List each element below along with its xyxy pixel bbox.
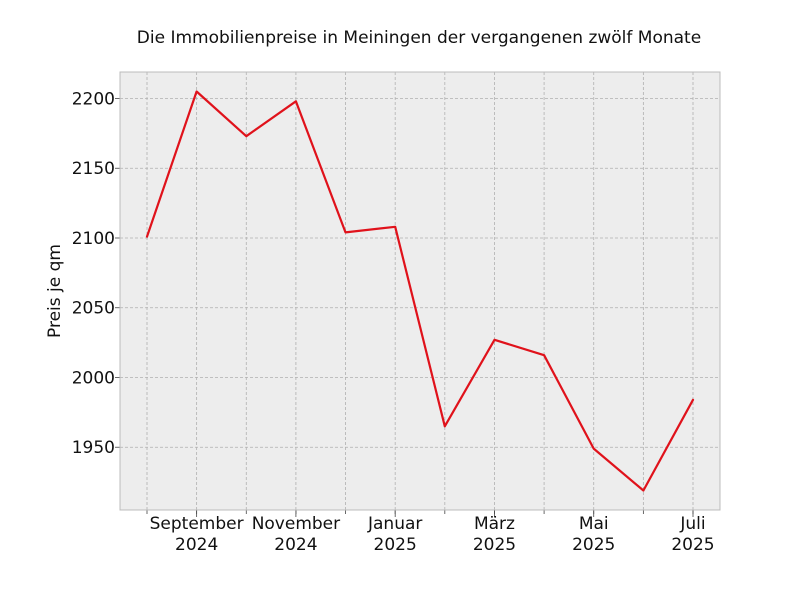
plot-area bbox=[120, 72, 720, 510]
y-tick-label: 2000 bbox=[72, 368, 115, 388]
x-tick-label: Juli bbox=[679, 514, 705, 534]
plot-frame bbox=[119, 71, 721, 511]
x-tick-label: 2024 bbox=[274, 535, 317, 555]
x-tick-label: 2025 bbox=[671, 535, 714, 555]
grid bbox=[120, 72, 720, 510]
x-tick-label: 2025 bbox=[572, 535, 615, 555]
price-series-line bbox=[145, 90, 695, 492]
y-tick-label: 2150 bbox=[72, 159, 115, 179]
y-tick-label: 2050 bbox=[72, 299, 115, 319]
x-tick-label: September bbox=[150, 514, 244, 534]
x-tick-label: März bbox=[474, 514, 515, 534]
x-tick-label: November bbox=[252, 514, 340, 534]
series bbox=[145, 90, 695, 492]
x-tick-label: Mai bbox=[579, 514, 609, 534]
x-tick-label: 2025 bbox=[473, 535, 516, 555]
y-axis-label: Preis je qm bbox=[45, 244, 65, 338]
x-tick-label: 2024 bbox=[175, 535, 218, 555]
y-tick-label: 2100 bbox=[72, 229, 115, 249]
y-tick-label: 1950 bbox=[72, 438, 115, 458]
axis-ticks: September2024November2024Januar2025März2… bbox=[72, 90, 715, 555]
x-tick-label: 2025 bbox=[374, 535, 417, 555]
x-tick-label: Januar bbox=[367, 514, 422, 534]
y-tick-label: 2200 bbox=[72, 90, 115, 110]
chart-title: Die Immobilienpreise in Meiningen der ve… bbox=[137, 28, 701, 48]
